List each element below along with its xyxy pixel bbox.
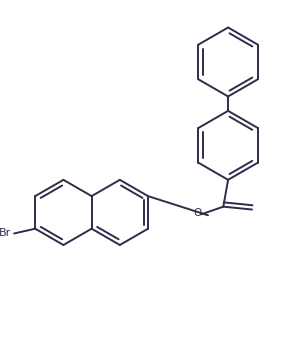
Text: O: O [193,208,202,218]
Text: Br: Br [0,228,11,239]
